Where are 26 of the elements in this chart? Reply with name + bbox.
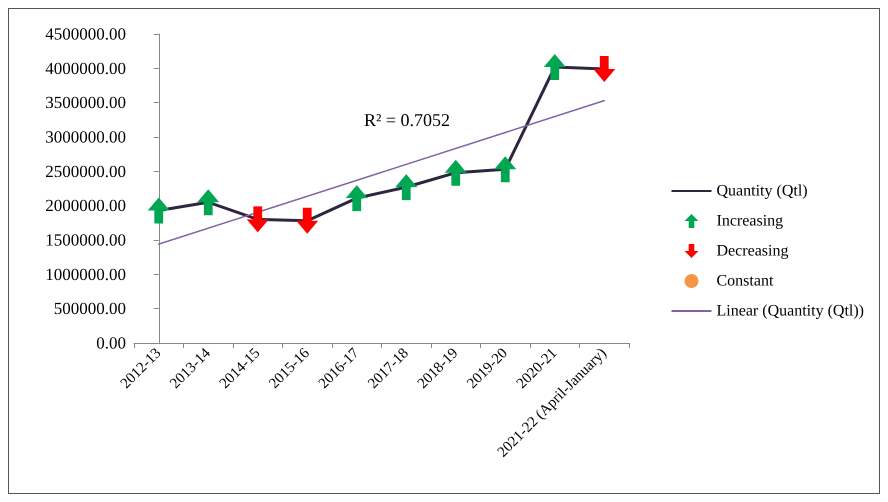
y-tick-label: 0.00: [96, 334, 126, 352]
point: [346, 185, 368, 212]
y-tick-label: 1500000.00: [45, 230, 126, 250]
y-tick-label: 4000000.00: [45, 58, 126, 78]
y-tick-label: 2500000.00: [45, 162, 126, 181]
point: [197, 189, 220, 216]
point: [593, 56, 616, 82]
y-tick-label: 3500000.00: [45, 93, 126, 112]
point: [395, 174, 418, 200]
point: [246, 206, 269, 232]
y-tick-label: 1000000.00: [45, 264, 126, 284]
point: [148, 197, 170, 224]
point: [494, 156, 516, 182]
y-tick-label: 500000.00: [54, 299, 126, 318]
y-tick-label: 4500000.00: [45, 24, 126, 44]
point: [444, 160, 467, 186]
legend-label: Linear (Quantity (Qtl)): [716, 302, 864, 320]
point: [296, 208, 318, 234]
legend-label: Decreasing: [716, 242, 788, 260]
annotation: R² = 0.7052: [364, 110, 450, 130]
point: [544, 54, 566, 80]
legend-label: Constant: [716, 272, 774, 290]
y-tick-label: 2000000.00: [45, 196, 126, 216]
y-tick-label: 3000000.00: [45, 128, 126, 146]
legend-label: Quantity (Qtl): [716, 182, 808, 200]
legend-label: Increasing: [716, 212, 784, 230]
